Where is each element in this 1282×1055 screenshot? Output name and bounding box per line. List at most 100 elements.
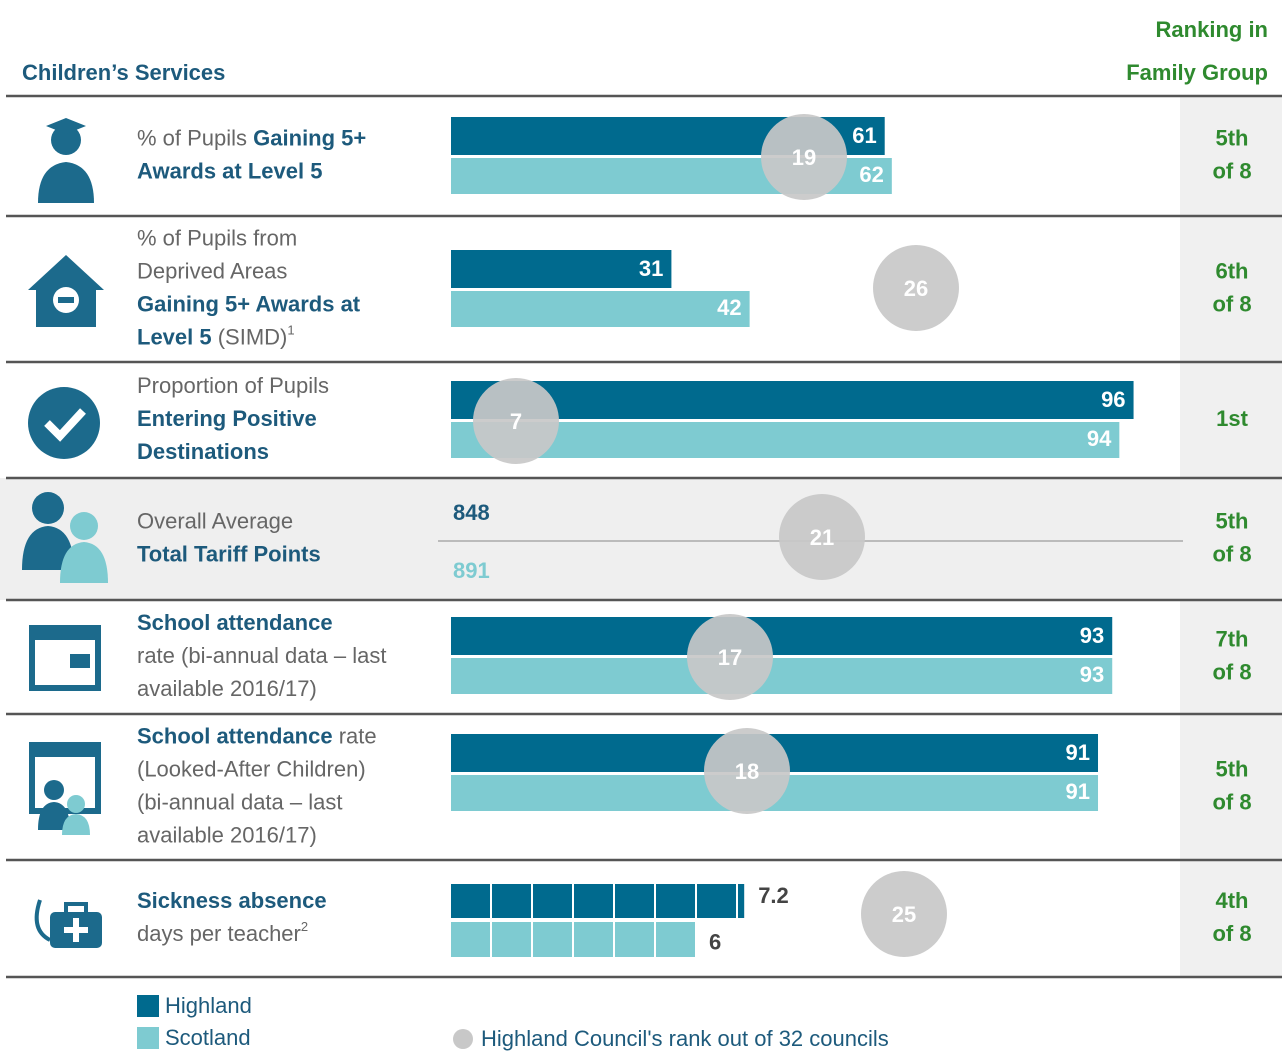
label-segment: % of Pupils from — [137, 225, 297, 250]
row-label: Destinations — [137, 439, 269, 464]
row-label: (bi-annual data – last — [137, 789, 342, 814]
row-label: % of Pupils Gaining 5+ — [137, 125, 366, 150]
value-label: 6 — [709, 929, 721, 954]
row-label: (Looked-After Children) — [137, 756, 366, 781]
value-label: 61 — [852, 123, 876, 148]
icons — [22, 118, 108, 948]
label-segment: (Looked-After Children) — [137, 756, 366, 781]
value-label: 62 — [859, 162, 883, 187]
row-label: School attendance rate — [137, 723, 377, 748]
row-label: Gaining 5+ Awards at — [137, 291, 361, 316]
label-segment: Gaining 5+ — [253, 125, 366, 150]
legend-swatch — [137, 1027, 159, 1049]
row-label: Sickness absence — [137, 888, 327, 913]
label-segment: (SIMD) — [212, 324, 288, 349]
rank-number: 17 — [718, 645, 742, 670]
legend-label: Highland Council's rank out of 32 counci… — [481, 1026, 889, 1051]
title: Children’s Services — [22, 60, 225, 85]
ranking: 5th — [1216, 125, 1249, 150]
row-label: available 2016/17) — [137, 822, 317, 847]
number-highland: 848 — [453, 500, 490, 525]
label-segment: Gaining 5+ Awards at — [137, 291, 361, 316]
ranking-title: Family Group — [1126, 60, 1268, 85]
icon-graduate — [38, 118, 94, 203]
squares-highland — [451, 884, 745, 918]
icon-check — [28, 387, 100, 459]
bar-scotland — [451, 658, 1113, 694]
legend-label: Highland — [165, 993, 252, 1018]
label-segment: available 2016/17) — [137, 676, 317, 701]
label-segment: Total Tariff Points — [137, 541, 321, 566]
bar-scotland — [451, 422, 1120, 458]
rank-circle — [779, 494, 865, 580]
icon-house — [28, 255, 104, 327]
square — [533, 884, 572, 918]
row-label: Deprived Areas — [137, 258, 287, 283]
row-label: Awards at Level 5 — [137, 158, 322, 183]
ranking-title: Ranking in — [1156, 17, 1268, 42]
label-segment: School attendance — [137, 723, 333, 748]
square — [574, 884, 613, 918]
ranking: of 8 — [1212, 541, 1251, 566]
square — [533, 922, 572, 957]
ranking: of 8 — [1212, 158, 1251, 183]
ranking-column — [1180, 96, 1282, 977]
ranking: 1st — [1216, 406, 1248, 431]
square — [697, 884, 736, 918]
bar-highland — [451, 617, 1113, 655]
label-segment: Awards at Level 5 — [137, 158, 322, 183]
label-segment: Sickness absence — [137, 888, 327, 913]
row-label: available 2016/17) — [137, 676, 317, 701]
square — [656, 884, 695, 918]
number-scotland: 891 — [453, 558, 490, 583]
rank-number: 25 — [892, 902, 916, 927]
value-label: 93 — [1080, 662, 1104, 687]
label-segment: Deprived Areas — [137, 258, 287, 283]
value-label: 31 — [639, 256, 663, 281]
row-highlight — [0, 478, 1180, 600]
square — [451, 884, 490, 918]
icon-calendar — [29, 625, 101, 691]
label-segment: School attendance — [137, 610, 333, 635]
square — [492, 922, 531, 957]
square — [738, 884, 745, 918]
row-label: Level 5 (SIMD)1 — [137, 322, 295, 349]
row-label: Overall Average — [137, 508, 293, 533]
label-segment: rate (bi-annual data – last — [137, 643, 387, 668]
row-label: % of Pupils from — [137, 225, 297, 250]
rank-circle — [861, 871, 947, 957]
ranking: 5th — [1216, 508, 1249, 533]
row-label: days per teacher2 — [137, 919, 308, 946]
ranking: 6th — [1216, 258, 1249, 283]
squares-scotland — [451, 922, 695, 957]
row-label: rate (bi-annual data – last — [137, 643, 387, 668]
value-label: 91 — [1066, 779, 1090, 804]
label-segment: Level 5 — [137, 324, 212, 349]
label-segment: 1 — [287, 322, 294, 337]
value-label: 7.2 — [758, 883, 789, 908]
rank-circle — [473, 378, 559, 464]
rank-number: 19 — [792, 145, 816, 170]
label-segment: rate — [333, 723, 377, 748]
label-segment: % of Pupils — [137, 125, 253, 150]
square — [615, 922, 654, 957]
icon-calendar-people — [29, 742, 101, 835]
icon-people — [22, 492, 108, 583]
label-segment: Destinations — [137, 439, 269, 464]
rank-number: 7 — [510, 409, 522, 434]
value-label: 91 — [1066, 740, 1090, 765]
value-label: 94 — [1087, 426, 1112, 451]
square — [451, 922, 490, 957]
label-segment: Overall Average — [137, 508, 293, 533]
label-segment: 2 — [301, 919, 308, 934]
square — [656, 922, 695, 957]
square — [492, 884, 531, 918]
ranking: of 8 — [1212, 659, 1251, 684]
row-label: Entering Positive — [137, 406, 317, 431]
rank-circle — [761, 114, 847, 200]
rank-circle — [873, 245, 959, 331]
rank-circle — [704, 728, 790, 814]
label-segment: available 2016/17) — [137, 822, 317, 847]
legend-label: Scotland — [165, 1025, 251, 1050]
